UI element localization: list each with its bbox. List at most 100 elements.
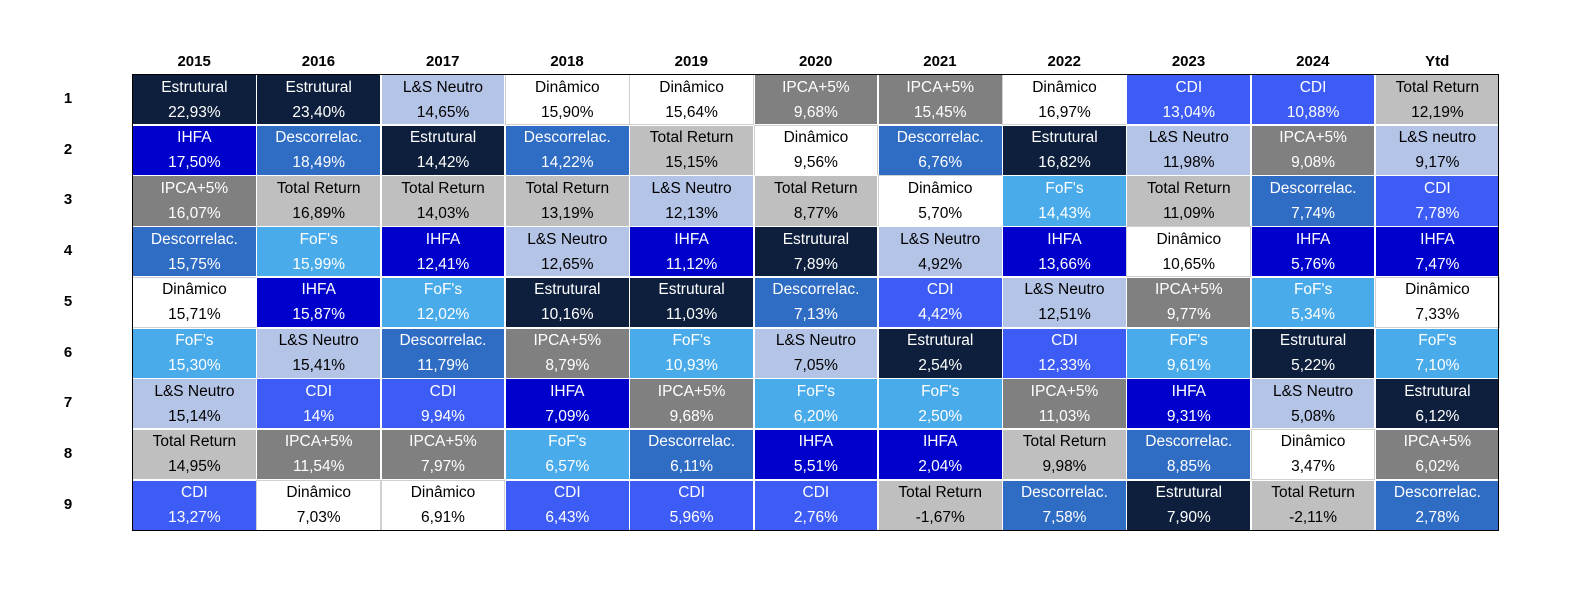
table-cell: FoF's 2,50% <box>877 378 1003 430</box>
cell-fund-name: Estrutural <box>409 129 477 147</box>
table-cell: Estrutural 7,89% <box>753 226 879 278</box>
cell-return-value: 15,64% <box>665 103 718 121</box>
cell-fund-name: Descorrelac. <box>399 332 487 350</box>
table-cell: Estrutural 6,12% <box>1375 378 1500 430</box>
cell-return-value: 7,10% <box>1415 357 1460 375</box>
table-cell: L&S Neutro 12,51% <box>1002 276 1127 328</box>
cell-fund-name: Estrutural <box>285 78 352 96</box>
cell-fund-name: FoF's <box>299 230 338 248</box>
cell-return-value: 6,57% <box>545 458 590 476</box>
cell-fund-name: Total Return <box>401 179 485 197</box>
cell-return-value: 11,79% <box>417 357 469 375</box>
cell-return-value: 14,43% <box>1038 204 1091 222</box>
cell-fund-name: Estrutural <box>1279 332 1347 350</box>
table-cell: L&S Neutro 11,98% <box>1126 124 1252 176</box>
cell-return-value: 7,90% <box>1166 509 1211 527</box>
table-cell: Dinâmico 7,03% <box>256 479 382 531</box>
table-cell: Estrutural 2,54% <box>877 327 1003 379</box>
table-cell: IPCA+5% 16,07% <box>132 175 257 227</box>
cell-return-value: 8,85% <box>1166 458 1211 476</box>
cell-fund-name: Dinâmico <box>1280 433 1346 451</box>
table-cell: CDI 4,42% <box>877 276 1003 328</box>
cell-return-value: 15,71% <box>168 306 221 324</box>
table-cell: IHFA 7,47% <box>1375 226 1500 278</box>
table-cell: L&S Neutro 15,14% <box>132 378 257 430</box>
cell-fund-name: Dinâmico <box>1405 281 1470 299</box>
cell-fund-name: Descorrelac. <box>896 129 984 147</box>
cell-fund-name: L&S Neutro <box>278 332 359 350</box>
cell-fund-name: FoF's <box>175 332 214 350</box>
cell-fund-name: FoF's <box>921 382 960 400</box>
cell-fund-name: Descorrelac. <box>1269 179 1357 197</box>
table-cell: IPCA+5% 6,02% <box>1375 428 1500 481</box>
cell-return-value: 2,78% <box>1415 509 1460 527</box>
cell-return-value: 12,19% <box>1411 103 1464 121</box>
cell-return-value: 5,76% <box>1291 255 1336 273</box>
table-cell: FoF's 5,34% <box>1250 276 1376 328</box>
table-cell: Total Return 8,77% <box>753 175 879 227</box>
cell-fund-name: Total Return <box>525 179 610 197</box>
cell-return-value: 16,07% <box>168 204 221 222</box>
cell-fund-name: CDI <box>1299 78 1327 96</box>
cell-return-value: 14,03% <box>416 204 470 222</box>
row-header: 2 <box>63 140 73 158</box>
cell-return-value: 5,34% <box>1291 306 1336 324</box>
cell-return-value: 9,98% <box>1042 458 1087 476</box>
cell-return-value: 15,15% <box>665 154 718 172</box>
cell-fund-name: Total Return <box>152 433 237 451</box>
cell-fund-name: Estrutural <box>1404 382 1471 400</box>
cell-return-value: 4,92% <box>918 255 963 273</box>
column-header: 2019 <box>674 53 709 70</box>
cell-return-value: 9,31% <box>1166 407 1211 425</box>
cell-return-value: 14,42% <box>416 154 470 172</box>
cell-fund-name: Dinâmico <box>162 281 227 299</box>
table-cell: Dinâmico 9,56% <box>753 124 879 176</box>
cell-fund-name: Descorrelac. <box>275 129 363 147</box>
cell-return-value: 7,47% <box>1415 255 1460 273</box>
row-header: 9 <box>63 495 73 513</box>
cell-fund-name: CDI <box>1175 78 1203 96</box>
table-cell: Total Return 16,89% <box>256 175 382 227</box>
cell-return-value: 15,30% <box>168 357 221 375</box>
cell-fund-name: CDI <box>926 281 954 299</box>
cell-return-value: 7,09% <box>545 407 590 425</box>
cell-fund-name: CDI <box>1424 179 1451 197</box>
cell-fund-name: Estrutural <box>658 281 725 299</box>
cell-fund-name: Estrutural <box>907 332 974 350</box>
cell-return-value: 2,54% <box>918 357 963 375</box>
table-cell: Total Return 9,98% <box>1002 428 1127 481</box>
column-header: 2017 <box>426 53 460 70</box>
cell-return-value: 10,88% <box>1286 103 1340 121</box>
column-header: 2024 <box>1296 53 1330 70</box>
table-cell: CDI 6,43% <box>504 479 630 531</box>
cell-fund-name: CDI <box>802 484 830 502</box>
column-header: Ytd <box>1425 53 1450 70</box>
cell-fund-name: CDI <box>429 382 457 400</box>
row-header: 5 <box>63 292 73 310</box>
cell-return-value: 9,08% <box>1291 154 1336 172</box>
cell-fund-name: Total Return <box>1271 484 1355 502</box>
cell-fund-name: Descorrelac. <box>150 230 238 248</box>
cell-return-value: 7,05% <box>793 357 838 375</box>
cell-fund-name: L&S Neutro <box>154 382 235 400</box>
cell-return-value: -1,67% <box>915 509 965 527</box>
row-header: 1 <box>63 90 73 107</box>
cell-return-value: 14,65% <box>416 103 470 121</box>
table-cell: Estrutural 7,90% <box>1126 479 1252 531</box>
cell-return-value: 7,78% <box>1415 204 1460 222</box>
table-cell: IHFA 9,31% <box>1126 378 1252 430</box>
cell-fund-name: Descorrelac. <box>1145 433 1233 451</box>
cell-return-value: 5,96% <box>669 509 714 527</box>
table-cell: IHFA 17,50% <box>132 124 257 176</box>
table-cell: L&S neutro 9,17% <box>1375 124 1500 176</box>
table-cell: Descorrelac. 7,58% <box>1002 479 1127 531</box>
cell-fund-name: IPCA+5% <box>409 433 477 451</box>
table-cell: IPCA+5% 11,54% <box>256 428 382 481</box>
table-cell: CDI 13,27% <box>132 479 257 531</box>
cell-fund-name: Descorrelac. <box>1393 484 1481 502</box>
table-cell: FoF's 6,57% <box>504 428 630 481</box>
table-cell: FoF's 15,99% <box>256 226 382 278</box>
table-cell: Dinâmico 6,91% <box>380 479 506 531</box>
cell-fund-name: L&S Neutro <box>651 179 732 197</box>
table-cell: CDI 12,33% <box>1002 327 1127 379</box>
